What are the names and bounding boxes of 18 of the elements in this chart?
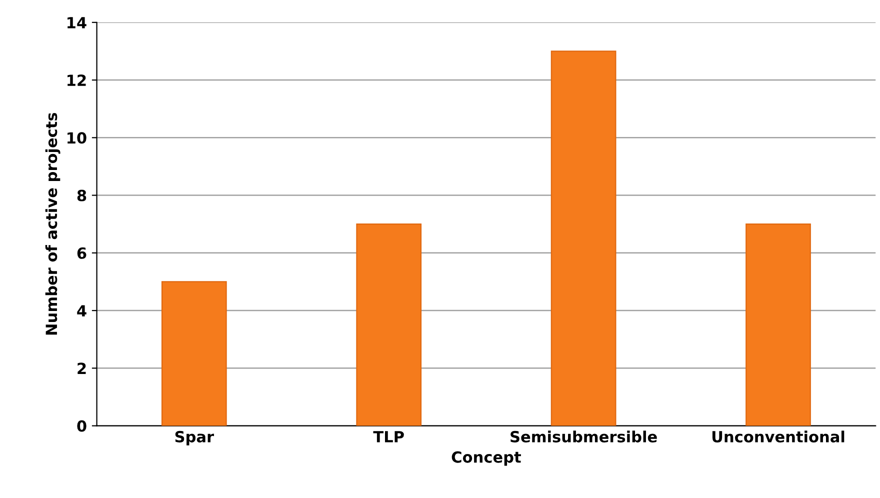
bar (550, 50, 616, 426)
x-axis-title: Concept (452, 451, 521, 466)
x-tick-label: Semisubmersible (510, 430, 657, 442)
x-tick-label: Unconventional (712, 430, 844, 442)
y-tick-label: 8 (77, 190, 86, 202)
x-tick-label: TLP (373, 431, 404, 442)
x-tick-label: Spar (175, 430, 214, 446)
y-tick-label: 10 (68, 132, 86, 144)
y-axis-title: Number of active projects (45, 112, 60, 335)
bar (356, 224, 422, 426)
y-tick-label: 14 (68, 17, 86, 28)
y-tick-label: 12 (68, 74, 86, 86)
bar (746, 224, 811, 426)
bar (161, 281, 227, 426)
y-tick-label: 0 (77, 420, 86, 432)
y-tick-label: 2 (78, 362, 86, 374)
y-tick-label: 6 (77, 247, 86, 259)
y-tick-label: 4 (77, 305, 86, 316)
